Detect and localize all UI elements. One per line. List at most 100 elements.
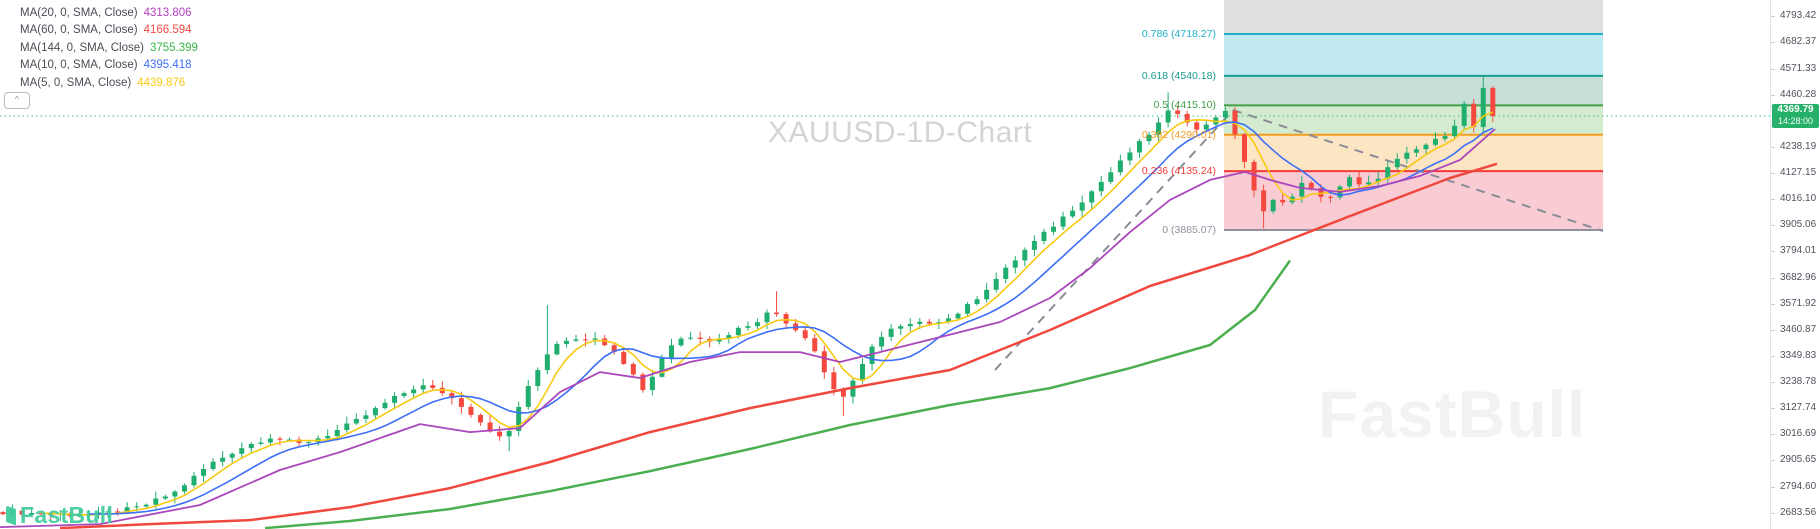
candle-body	[210, 461, 216, 470]
ma-line-ma60[interactable]	[59, 162, 1498, 529]
fib-band-3	[1224, 105, 1603, 135]
candle-body	[239, 448, 245, 454]
legend-value: 4395.418	[143, 59, 192, 72]
axis-tick	[1771, 329, 1775, 331]
candle-body	[1242, 134, 1247, 162]
candle-body	[478, 414, 483, 423]
legend-row-20ma[interactable]: MA(20, 0, SMA, Close) 4313.806	[20, 5, 198, 22]
candle-body	[1356, 177, 1362, 185]
trend-line-1[interactable]	[1232, 109, 1604, 232]
candle-body	[630, 363, 636, 375]
legend-row-144ma[interactable]: MA(144, 0, SMA, Close) 3755.399	[20, 40, 198, 57]
legend-value: 3755.399	[149, 41, 198, 54]
candle-body	[1060, 216, 1066, 227]
ma-line-ma5[interactable]	[41, 111, 1494, 516]
candle-body	[487, 422, 493, 432]
candle-body	[783, 314, 789, 324]
candle-body	[458, 398, 464, 407]
fib-label-0.236: 0.236 (4135.24)	[1141, 165, 1216, 178]
fib-band-4	[1224, 134, 1603, 172]
candle-body	[1003, 267, 1009, 279]
candle-body	[774, 312, 780, 315]
candle-body	[1079, 202, 1085, 211]
candle-body	[1490, 87, 1496, 116]
candle-body	[573, 339, 579, 341]
candle-body	[1156, 122, 1162, 135]
candle-body	[1461, 103, 1467, 126]
trend-line-0[interactable]	[994, 109, 1234, 371]
chart-title-watermark: XAUUSD-1D-Chart	[768, 116, 1033, 149]
axis-tick	[1771, 355, 1775, 357]
axis-label: 4016.10	[1780, 193, 1817, 205]
axis-label: 3682.96	[1780, 271, 1817, 283]
candle-body	[497, 431, 503, 437]
candle-body	[287, 439, 292, 441]
candle-body	[688, 337, 694, 339]
candle-body	[153, 498, 159, 505]
candle-body	[306, 442, 312, 444]
axis-label: 4460.28	[1780, 88, 1817, 100]
ma-line-ma144[interactable]	[264, 259, 1292, 529]
axis-label: 3571.92	[1780, 297, 1817, 309]
candle-body	[1385, 167, 1391, 179]
candle-body	[563, 340, 569, 344]
candle-body	[1270, 199, 1276, 212]
current-price-value: 4369.79	[1777, 103, 1814, 115]
candle-body	[1366, 182, 1372, 185]
candle-body	[76, 515, 82, 517]
candle-body	[248, 443, 254, 449]
candle-body	[1136, 141, 1142, 153]
axis-label: 2683.56	[1780, 506, 1817, 518]
candle-body	[220, 457, 226, 462]
bull-icon	[6, 505, 16, 526]
candle-body	[745, 326, 751, 328]
candle-body	[344, 423, 350, 431]
candle-body	[1127, 152, 1133, 161]
candle-body	[1041, 231, 1047, 241]
price-axis[interactable]: 4793.42 4682.37 4571.33 4460.28 4238.19 4127.…	[1770, 0, 1820, 529]
ma-line-ma20[interactable]	[0, 128, 1496, 528]
candle-body	[191, 475, 197, 486]
fib-band-5	[1224, 171, 1603, 230]
candle-body	[1480, 87, 1486, 128]
candle-body	[678, 338, 684, 346]
candle-body	[726, 335, 732, 340]
candle-body	[716, 339, 722, 342]
candle-body	[993, 278, 999, 290]
candle-body	[1175, 110, 1181, 114]
candle-body	[1194, 122, 1200, 130]
ma-line-ma10[interactable]	[88, 121, 1494, 515]
candle-body	[640, 374, 646, 391]
candle-body	[267, 438, 273, 443]
candle-body	[1203, 124, 1209, 130]
axis-label: 4571.33	[1780, 62, 1817, 74]
legend-row-60ma[interactable]: MA(60, 0, SMA, Close) 4166.594	[20, 22, 198, 39]
candle-body	[879, 336, 885, 347]
candle-body	[1433, 138, 1438, 145]
axis-label: 3238.78	[1780, 376, 1817, 388]
candle-body	[649, 376, 655, 391]
legend-collapse-button[interactable]: ^	[4, 92, 30, 109]
candle-body	[19, 510, 25, 515]
brand-watermark: FastBull	[1318, 377, 1587, 451]
legend-row-5ma[interactable]: MA(5, 0, SMA, Close) 4439.876	[20, 75, 198, 92]
candle-body	[754, 322, 760, 327]
axis-tick	[1771, 460, 1775, 462]
chevron-up-icon: ^	[14, 94, 20, 104]
axis-label: 3794.01	[1780, 245, 1817, 257]
axis-label: 4793.42	[1780, 10, 1817, 22]
candle-body	[1089, 191, 1095, 203]
candle-body	[535, 370, 541, 387]
legend-row-10ma[interactable]: MA(10, 0, SMA, Close) 4395.418	[20, 57, 198, 74]
axis-tick	[1771, 68, 1775, 70]
candle-body	[372, 408, 378, 416]
candle-body	[945, 318, 951, 323]
candle-body	[1452, 125, 1458, 137]
brand-logo: FastBull	[6, 502, 113, 529]
axis-label: 4127.15	[1780, 167, 1817, 179]
candle-body	[840, 389, 846, 397]
legend-value: 4166.594	[143, 24, 192, 37]
candle-body	[1308, 182, 1314, 189]
